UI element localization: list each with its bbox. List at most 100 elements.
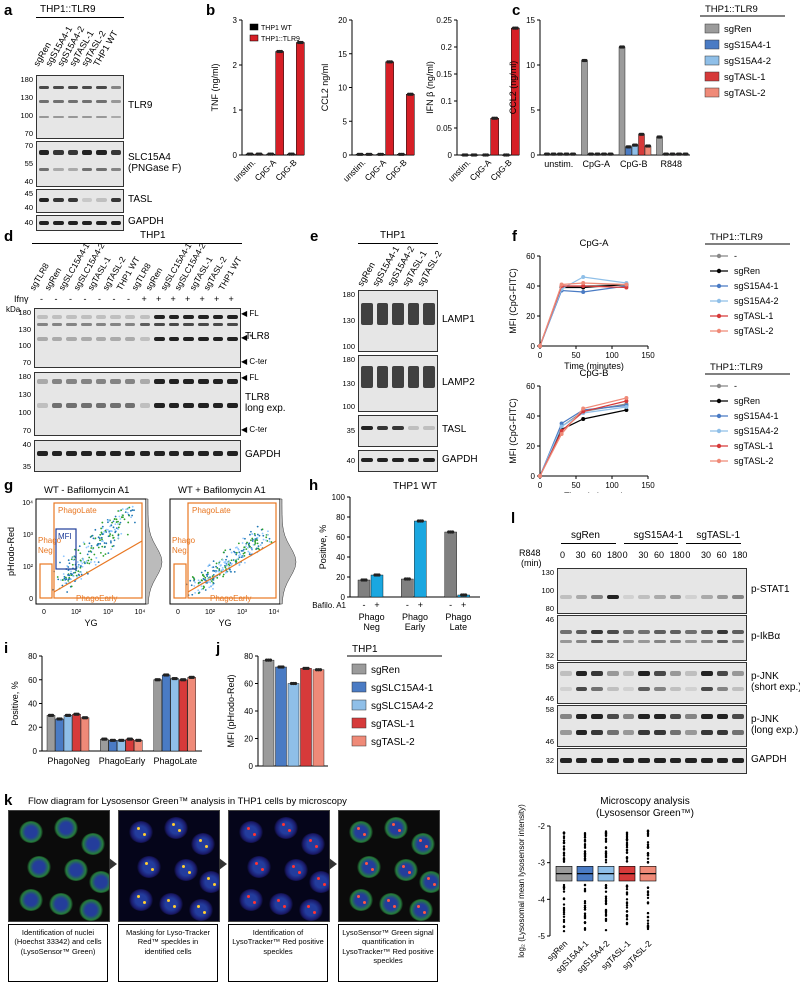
protein-band xyxy=(669,714,682,719)
data-point xyxy=(76,712,80,716)
outlier-point xyxy=(604,853,608,857)
protein-band xyxy=(654,730,666,735)
data-point xyxy=(250,152,254,156)
event-dot xyxy=(215,562,218,565)
legend-marker xyxy=(716,428,722,434)
event-dot xyxy=(258,534,261,537)
data-point xyxy=(259,152,263,156)
outlier-point xyxy=(562,854,566,857)
bar xyxy=(170,678,179,752)
event-dot xyxy=(120,509,123,512)
time-label: 30 xyxy=(575,550,586,560)
event-dot xyxy=(194,591,197,594)
legend-label: sgTASL-2 xyxy=(734,326,773,336)
event-dot xyxy=(108,535,111,537)
protein-band xyxy=(53,198,64,202)
protein-band xyxy=(39,86,50,89)
protein-band xyxy=(198,323,209,326)
event-dot xyxy=(118,523,121,526)
event-dot xyxy=(240,549,243,552)
blot-image xyxy=(36,75,124,139)
data-point xyxy=(624,399,629,403)
event-dot xyxy=(191,576,194,578)
y-tick-label: 5 xyxy=(343,117,348,126)
outlier-point xyxy=(625,839,629,842)
outlier-point xyxy=(562,918,566,922)
data-point xyxy=(306,666,310,670)
y-tick-label: 0 xyxy=(249,762,254,771)
protein-band xyxy=(376,366,389,388)
event-dot xyxy=(224,562,227,565)
outlier-point xyxy=(562,883,566,887)
cell-image xyxy=(81,833,105,855)
event-dot xyxy=(131,514,134,517)
protein-band xyxy=(376,458,389,462)
ifny-sign: - xyxy=(54,294,58,304)
event-dot xyxy=(79,565,82,568)
event-dot xyxy=(112,536,115,539)
event-dot xyxy=(131,505,134,508)
event-dot xyxy=(81,562,84,565)
bar xyxy=(638,134,645,156)
y-tick-label: 1 xyxy=(233,106,238,115)
protein-band xyxy=(227,337,238,341)
speckle xyxy=(398,829,401,832)
legend-label: sgS15A4-1 xyxy=(734,411,779,421)
panel-letter: i xyxy=(4,640,9,657)
protein-band xyxy=(575,730,588,735)
outlier-point xyxy=(646,831,650,835)
outlier-point xyxy=(646,893,650,896)
header-rule xyxy=(32,243,242,244)
event-dot xyxy=(94,537,97,540)
event-dot xyxy=(212,582,215,585)
cell-image xyxy=(301,833,325,855)
outlier-point xyxy=(562,835,566,838)
event-dot xyxy=(191,593,194,596)
event-dot xyxy=(79,559,82,562)
protein-band xyxy=(227,315,238,319)
event-dot xyxy=(212,587,214,590)
speckle xyxy=(137,895,140,898)
speckle xyxy=(261,868,264,871)
y-tick-label: -2 xyxy=(538,822,546,831)
speckle xyxy=(363,833,366,836)
micrograph xyxy=(8,810,110,922)
blot-label: LAMP1 xyxy=(442,314,475,325)
protein-band xyxy=(154,451,165,456)
blot-image xyxy=(557,662,747,704)
data-point xyxy=(318,668,323,672)
cell-image xyxy=(189,899,213,921)
x-tick-label: 0 xyxy=(176,609,180,616)
band-marker: ◀ C-ter xyxy=(241,425,268,434)
data-point xyxy=(506,153,510,157)
blot-label: p-IkBα xyxy=(751,631,781,642)
event-dot xyxy=(102,555,105,557)
protein-band xyxy=(51,323,63,326)
ifny-sign: - xyxy=(112,294,116,304)
event-dot xyxy=(56,576,59,578)
y-tick-label: 80 xyxy=(336,513,345,522)
protein-band xyxy=(607,630,619,634)
event-dot xyxy=(203,575,205,578)
baf-sign: - xyxy=(363,600,366,610)
bar xyxy=(262,659,275,767)
panel-c: c 0 5 10 15 CCL2 (ng/ml) unstim. CpG-A CpG-B R84… xyxy=(500,0,800,225)
data-point xyxy=(183,678,187,682)
bar xyxy=(312,669,325,767)
y-tick-label: 0.25 xyxy=(436,16,452,25)
outlier-point xyxy=(583,852,587,855)
protein-band xyxy=(96,100,107,103)
protein-band xyxy=(607,714,619,719)
outlier-point xyxy=(646,841,650,844)
protein-band xyxy=(423,366,435,388)
protein-band xyxy=(110,379,121,384)
protein-band xyxy=(139,451,151,456)
cell-image xyxy=(384,817,408,839)
event-dot xyxy=(206,571,209,574)
event-dot xyxy=(254,539,257,542)
data-point xyxy=(51,713,55,717)
outlier-point xyxy=(625,836,629,840)
outlier-point xyxy=(583,920,587,924)
legend-marker xyxy=(716,383,722,389)
mw-marker: 130 xyxy=(20,93,33,102)
